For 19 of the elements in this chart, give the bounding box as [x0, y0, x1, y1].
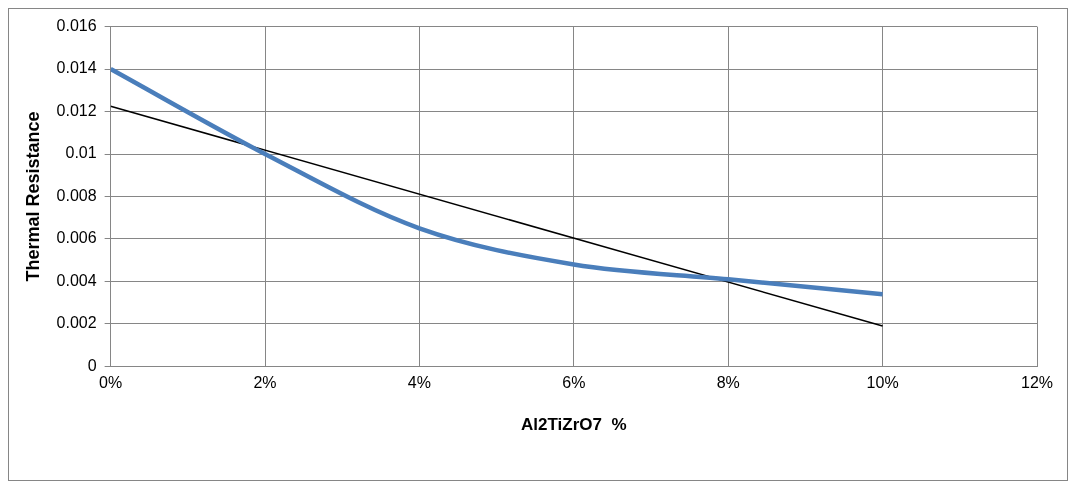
- x-tick-label: 8%: [716, 374, 740, 392]
- y-tick-label: 0.008: [56, 186, 97, 204]
- x-tick-label: 4%: [407, 374, 431, 392]
- y-tick-label: 0.012: [56, 101, 97, 119]
- y-tick-label: 0.01: [65, 144, 97, 162]
- y-tick-label: 0.016: [56, 17, 97, 35]
- y-tick-label: 0.006: [56, 229, 97, 247]
- y-tick-label: 0.004: [56, 271, 97, 289]
- x-tick-label: 12%: [1020, 374, 1054, 392]
- x-tick-label: 6%: [562, 374, 586, 392]
- y-tick-label: 0: [87, 356, 97, 374]
- x-tick-label: 10%: [866, 374, 899, 392]
- x-tick-label: 0%: [99, 374, 123, 392]
- y-tick-label: 0.002: [56, 314, 97, 332]
- line-series: [110, 66, 885, 297]
- y-tick-label: 0.014: [56, 59, 97, 77]
- y-axis-title: Thermal Resistance: [22, 111, 43, 282]
- x-axis-title: Al2TiZrO7 %: [521, 415, 627, 435]
- x-tick-label: 2%: [253, 374, 277, 392]
